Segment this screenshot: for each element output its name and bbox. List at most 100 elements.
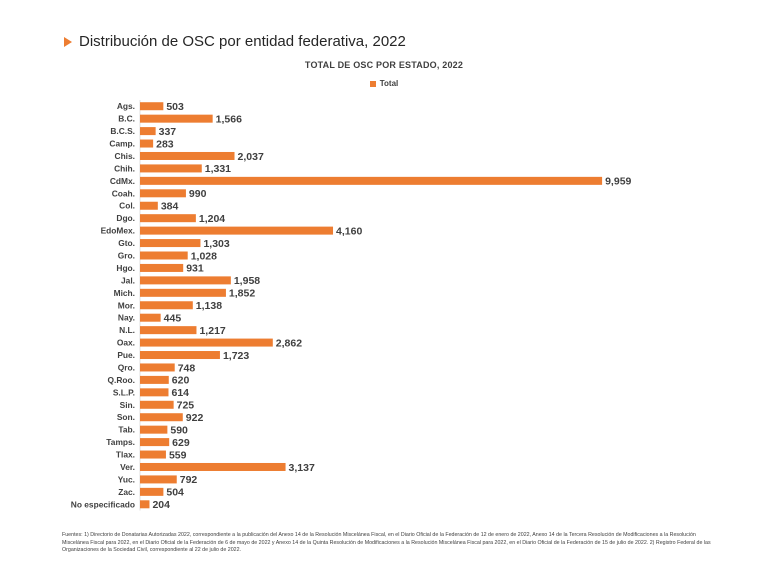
data-label: 445 (164, 313, 182, 325)
data-label: 283 (156, 138, 174, 150)
data-label: 1,204 (199, 213, 225, 225)
bar (140, 450, 166, 459)
category-label: Ags. (117, 101, 135, 111)
bar (140, 201, 158, 210)
bar (140, 251, 188, 260)
bar (140, 263, 184, 272)
page-heading-text: Distribución de OSC por entidad federati… (79, 33, 406, 50)
category-label: Chis. (115, 151, 135, 161)
data-label: 931 (186, 263, 204, 275)
bar (140, 375, 169, 384)
data-label: 4,160 (336, 225, 362, 237)
bar (140, 139, 154, 148)
category-label: Nay. (118, 313, 135, 323)
data-label: 725 (177, 400, 195, 412)
category-label: B.C.S. (110, 126, 135, 136)
data-label: 384 (161, 201, 179, 213)
category-label: S.L.P. (113, 387, 135, 397)
category-label: Camp. (109, 139, 135, 149)
bar (140, 102, 164, 111)
category-label: N.L. (119, 325, 135, 335)
data-label: 922 (186, 412, 204, 424)
legend-swatch (369, 80, 376, 87)
category-label: Tlax. (116, 450, 135, 460)
bar (140, 214, 196, 223)
category-label: Pue. (117, 350, 135, 360)
category-label: Son. (117, 412, 135, 422)
data-label: 748 (178, 362, 196, 374)
data-label: 503 (166, 101, 184, 113)
bar (140, 313, 161, 322)
data-label: 590 (170, 424, 188, 436)
category-label: Jal. (121, 275, 135, 285)
bar (140, 151, 235, 160)
bar (140, 338, 273, 347)
bar (140, 363, 175, 372)
data-label: 990 (189, 188, 207, 200)
bar (140, 487, 164, 496)
category-label: Hgo. (116, 263, 135, 273)
bar (140, 388, 169, 397)
bar (140, 276, 231, 285)
category-label: B.C. (118, 114, 135, 124)
category-label: Mor. (118, 300, 135, 310)
category-label: Gro. (118, 251, 135, 261)
data-label: 1,958 (234, 275, 260, 287)
category-label: Yuc. (118, 474, 135, 484)
legend-label: Total (379, 79, 399, 88)
data-label: 204 (152, 499, 170, 511)
category-label: Qro. (118, 362, 135, 372)
bar (140, 127, 156, 136)
bar (140, 326, 197, 335)
data-label: 1,028 (191, 250, 217, 262)
bar (140, 400, 174, 409)
category-label: Zac. (118, 487, 135, 497)
bar (140, 425, 168, 434)
data-label: 3,137 (289, 462, 315, 474)
sources-footnote: Fuentes: 1) Directorio de Donatarias Aut… (62, 532, 711, 554)
category-label: Mich. (114, 288, 135, 298)
category-label: Col. (119, 201, 135, 211)
data-label: 1,852 (229, 288, 255, 300)
category-label: CdMx. (110, 176, 135, 186)
category-label: Gto. (118, 238, 135, 248)
bar (140, 239, 201, 248)
bar (140, 176, 603, 185)
data-label: 559 (169, 449, 187, 461)
data-label: 1,217 (199, 325, 225, 337)
data-label: 337 (159, 126, 177, 138)
chart-title: TOTAL DE OSC POR ESTADO, 2022 (304, 60, 464, 70)
data-label: 792 (180, 474, 198, 486)
data-label: 9,959 (605, 176, 631, 188)
bar (140, 288, 226, 297)
chart-legend: Total (0, 79, 768, 88)
category-label: Dgo. (116, 213, 135, 223)
bar (140, 189, 186, 198)
bar (140, 114, 213, 123)
triangle-bullet-icon (64, 36, 72, 47)
category-label: Chih. (114, 163, 135, 173)
data-label: 2,037 (238, 151, 264, 163)
data-label: 629 (172, 437, 190, 449)
category-label: Tamps. (106, 437, 135, 447)
bar (140, 164, 202, 173)
bar (140, 438, 170, 447)
category-label: Sin. (120, 400, 135, 410)
category-label: Coah. (112, 188, 135, 198)
bar (140, 351, 220, 360)
data-label: 1,723 (223, 350, 249, 362)
bar (140, 500, 150, 509)
bar (140, 413, 183, 422)
data-label: 1,566 (216, 113, 242, 125)
data-label: 2,862 (276, 337, 302, 349)
bar (140, 226, 334, 235)
category-label: Tab. (118, 425, 135, 435)
category-label: Ver. (120, 462, 135, 472)
category-label: No especificado (71, 499, 135, 509)
page-heading: Distribución de OSC por entidad federati… (64, 33, 406, 50)
category-label: Q.Roo. (108, 375, 135, 385)
category-label: EdoMex. (101, 226, 135, 236)
bar (140, 301, 193, 310)
data-label: 614 (171, 387, 189, 399)
